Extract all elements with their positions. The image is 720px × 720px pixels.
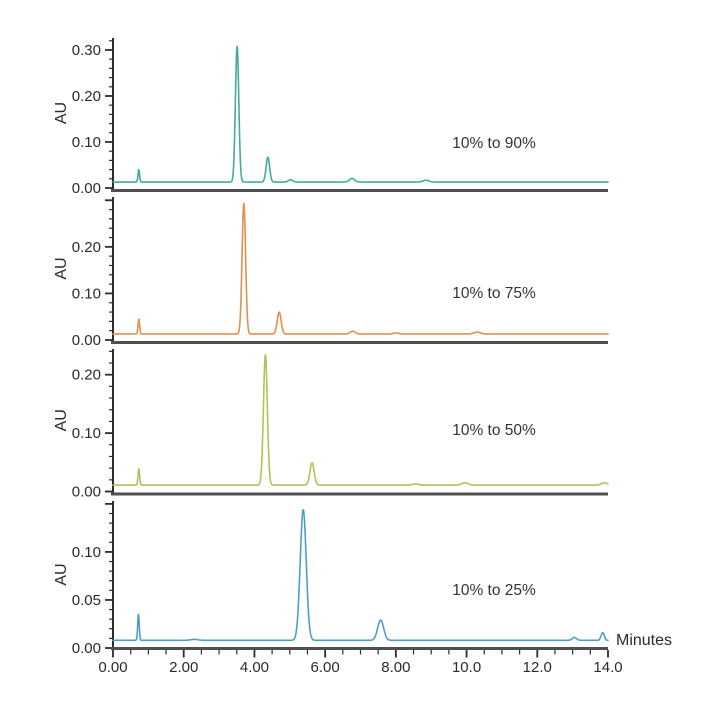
panel-4-annotation: 10% to 25% (452, 582, 536, 599)
y-tick-label: 0.30 (72, 42, 101, 59)
x-tick-label: 6.00 (311, 659, 340, 676)
y-tick-label: 0.05 (72, 592, 101, 609)
y-tick-label: 0.00 (72, 332, 101, 349)
y-tick-label: 0.20 (72, 239, 101, 256)
panel-1 (105, 38, 609, 192)
panel-2-annotation: 10% to 75% (452, 285, 536, 302)
panel-1-trace (112, 45, 609, 183)
y-tick-label: 0.10 (72, 544, 101, 561)
panel-2-trace (112, 202, 609, 335)
panel-1-annotation: 10% to 90% (452, 135, 536, 152)
x-tick-label: 12.0 (523, 659, 552, 676)
panel-3-annotation: 10% to 50% (452, 422, 536, 439)
panel-3 (105, 349, 609, 496)
y-tick-label: 0.00 (72, 484, 101, 501)
y-axis-title: AU (53, 257, 70, 279)
panel-2 (105, 197, 609, 344)
y-tick-label: 0.10 (72, 425, 101, 442)
y-tick-label: 0.00 (72, 640, 101, 657)
x-tick-label: 14.0 (593, 659, 622, 676)
y-tick-label: 0.20 (72, 88, 101, 105)
x-tick-label: 4.00 (240, 659, 269, 676)
x-tick-label: 8.00 (381, 659, 410, 676)
panel-4-trace (112, 508, 609, 642)
y-axis-title: AU (53, 102, 70, 124)
x-tick-label: 2.00 (169, 659, 198, 676)
y-axis-title: AU (53, 563, 70, 585)
panel-4 (105, 501, 609, 649)
y-axis-title: AU (53, 409, 70, 431)
y-tick-label: 0.00 (72, 180, 101, 197)
x-tick-label: 0.00 (98, 659, 127, 676)
y-tick-label: 0.20 (72, 367, 101, 384)
y-tick-label: 0.10 (72, 285, 101, 302)
x-tick-label: 10.0 (452, 659, 481, 676)
x-axis-title: Minutes (616, 632, 672, 649)
y-tick-label: 0.10 (72, 134, 101, 151)
panel-3-trace (112, 354, 609, 486)
